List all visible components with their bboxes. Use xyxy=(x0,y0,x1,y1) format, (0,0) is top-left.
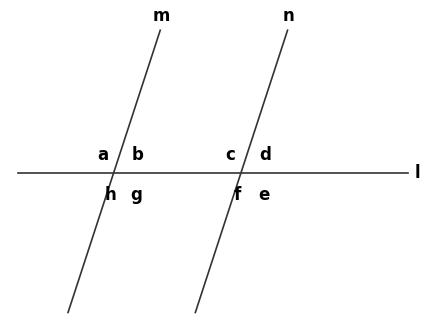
Text: g: g xyxy=(130,186,142,204)
Text: m: m xyxy=(152,7,170,25)
Text: a: a xyxy=(97,145,109,164)
Text: d: d xyxy=(258,145,270,164)
Text: l: l xyxy=(414,164,420,182)
Text: f: f xyxy=(233,186,240,204)
Text: e: e xyxy=(258,186,269,204)
Text: c: c xyxy=(225,145,235,164)
Text: h: h xyxy=(104,186,116,204)
Text: n: n xyxy=(283,7,294,25)
Text: b: b xyxy=(131,145,143,164)
